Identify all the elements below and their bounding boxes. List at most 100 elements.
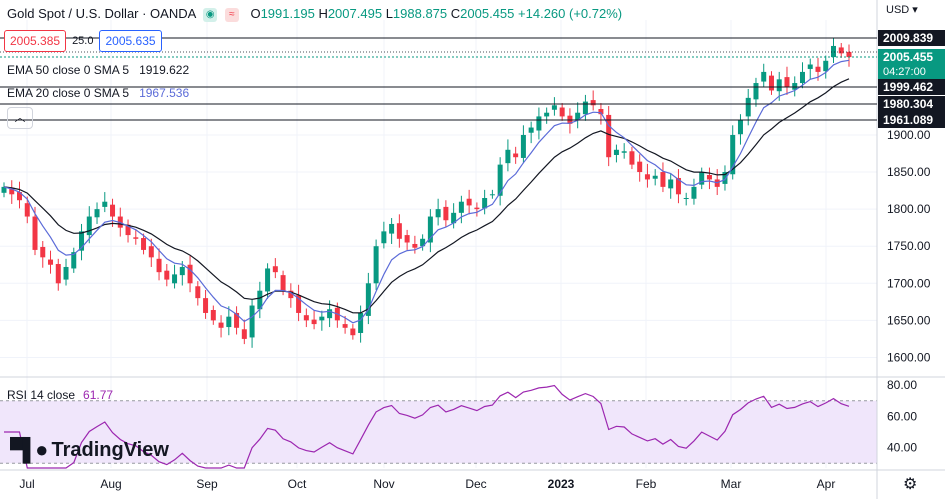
rsi-tick-label: 40.00 — [887, 441, 917, 455]
candle-body — [582, 101, 588, 115]
price-tag-label: 2005.455 — [883, 50, 933, 64]
tradingview-logo[interactable]: ▀▌● TradingView — [10, 437, 169, 463]
tv-logo-icon: ▀▌● — [10, 437, 49, 462]
symbol-title: Gold Spot / U.S. Dollar · OANDA — [7, 6, 196, 21]
high-label: H — [318, 6, 328, 21]
rsi-legend[interactable]: RSI 14 close 61.77 — [7, 388, 113, 402]
candle-body — [799, 71, 805, 84]
brand-name: TradingView — [51, 438, 169, 461]
candle-body — [71, 252, 77, 269]
candle-body — [195, 286, 201, 299]
candle-body — [226, 316, 232, 328]
candle-body — [536, 116, 542, 131]
candle-body — [691, 186, 697, 199]
ema50-label: EMA 50 close 0 SMA 5 — [7, 63, 130, 77]
symbol-legend[interactable]: Gold Spot / U.S. Dollar · OANDA ◉ ≈ O199… — [7, 6, 622, 22]
candle-body — [513, 153, 519, 158]
candle-body — [280, 275, 286, 291]
price-tag-label: 1980.304 — [883, 97, 933, 111]
candle-body — [404, 235, 410, 243]
candle-body — [350, 328, 356, 336]
candle-body — [815, 66, 821, 72]
candle-body — [730, 134, 736, 175]
candle-body — [79, 231, 85, 251]
dot-circle-icon[interactable]: ◉ — [203, 7, 218, 22]
x-tick-label: Mar — [721, 477, 742, 491]
candle-body — [706, 175, 712, 180]
candle-body — [497, 164, 503, 196]
candle-body — [675, 177, 681, 195]
candle-body — [505, 149, 511, 164]
y-tick-label: 1650.00 — [887, 313, 931, 327]
candle-body — [55, 264, 61, 284]
candle-body — [722, 172, 728, 184]
candle-body — [1, 186, 7, 193]
rsi-tick-label: 60.00 — [887, 409, 917, 423]
moving-averages — [3, 59, 850, 324]
candle-body — [807, 64, 813, 69]
candle-body — [296, 295, 302, 313]
chevron-down-icon: ▾ — [909, 4, 918, 16]
candle-body — [63, 266, 69, 280]
candle-body — [621, 151, 627, 153]
candle-body — [389, 223, 395, 234]
candle-body — [365, 283, 371, 316]
wave-icon[interactable]: ≈ — [224, 7, 239, 22]
x-tick-label: Dec — [465, 477, 486, 491]
y-tick-label: 1700.00 — [887, 276, 931, 290]
currency-selector[interactable]: USD ▾ — [886, 4, 918, 16]
candle-body — [482, 198, 488, 209]
price-tag-bg — [878, 112, 945, 128]
candle-body — [652, 175, 658, 179]
ask-button[interactable]: 2005.635 — [99, 30, 162, 52]
gear-icon[interactable]: ⚙ — [903, 476, 918, 493]
x-tick-label: Jul — [19, 477, 34, 491]
candle-body — [838, 47, 844, 54]
y-tick-label: 1750.00 — [887, 239, 931, 253]
candle-body — [24, 203, 30, 217]
bid-button[interactable]: 2005.385 — [4, 30, 67, 52]
candle-body — [358, 312, 364, 333]
ema20-value: 1967.536 — [139, 86, 190, 100]
candle-body — [102, 201, 108, 207]
open-label: O — [250, 6, 261, 21]
ema50-line — [3, 78, 850, 314]
rsi-line — [4, 384, 850, 469]
candle-body — [660, 172, 666, 187]
candle-body — [668, 179, 674, 189]
candle-body — [559, 107, 565, 117]
candle-body — [435, 209, 441, 218]
candle-body — [396, 223, 402, 239]
y-tick-label: 1600.00 — [887, 350, 931, 364]
candle-body — [489, 194, 495, 196]
candle-body — [443, 206, 449, 221]
candle-body — [551, 105, 557, 110]
change-value: +14.260 (+0.72%) — [518, 6, 623, 21]
candle-body — [699, 172, 705, 185]
candle-body — [288, 290, 294, 299]
collapse-legend-button[interactable]: ︿ — [7, 107, 33, 129]
candle-body — [187, 264, 193, 284]
candle-body — [575, 112, 581, 121]
candle-body — [830, 45, 836, 58]
candle-body — [32, 216, 38, 250]
candle-body — [606, 114, 612, 158]
rsi-pane — [0, 384, 877, 469]
candle-body — [544, 112, 550, 117]
x-tick-label: Nov — [373, 477, 394, 491]
candle-body — [141, 238, 147, 250]
ema20-legend[interactable]: EMA 20 close 0 SMA 5 1967.536 — [7, 86, 189, 100]
price-tag-label: 1961.089 — [883, 113, 933, 127]
candle-body — [234, 312, 240, 328]
candle-body — [241, 329, 247, 339]
candle-body — [164, 270, 170, 280]
candle-body — [342, 324, 348, 328]
close-label: C — [450, 6, 461, 21]
price-tag-bg — [878, 49, 945, 79]
candle-body — [420, 238, 426, 247]
candle-body — [86, 216, 92, 236]
ema50-legend[interactable]: EMA 50 close 0 SMA 5 1919.622 — [7, 63, 189, 77]
candle-body — [768, 75, 774, 91]
